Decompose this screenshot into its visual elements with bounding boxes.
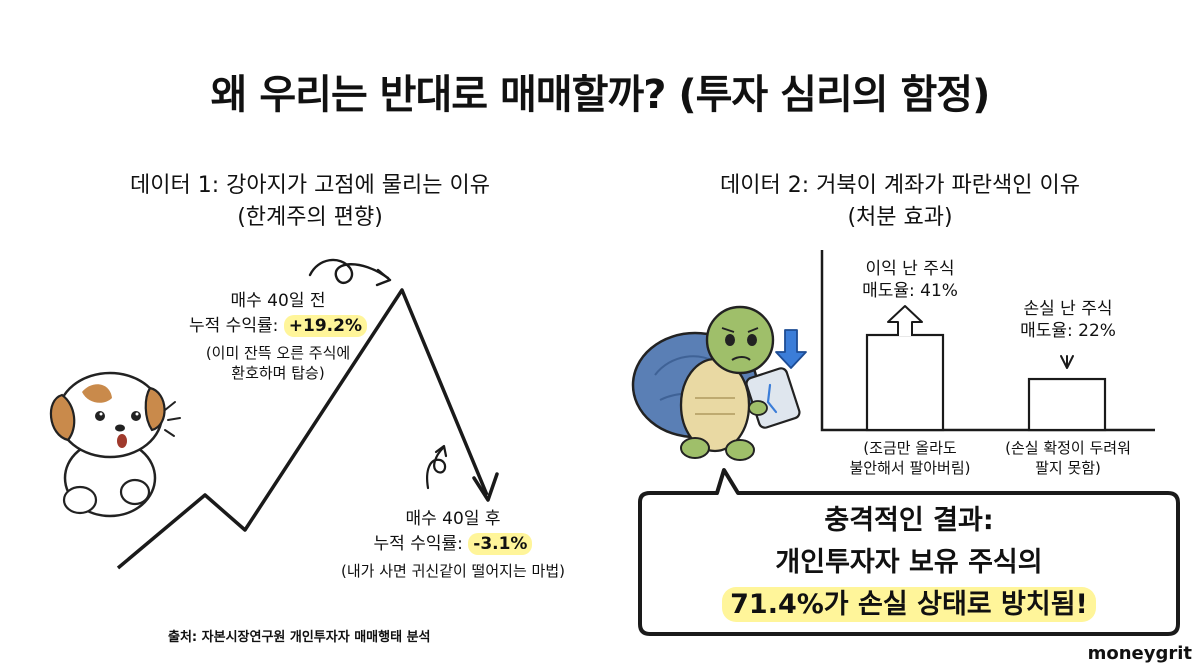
watermark: moneygrit xyxy=(1077,640,1200,669)
loss-label-line1: 손실 난 주식 xyxy=(1023,299,1113,319)
price-down-arrowhead xyxy=(472,472,499,502)
bubble-text-block: 충격적인 결과: 개인투자자 보유 주식의 71.4%가 손실 상태로 방치됨! xyxy=(640,500,1178,626)
page-title: 왜 우리는 반대로 매매할까? (투자 심리의 함정) xyxy=(210,72,991,118)
left-heading-line2: (한계주의 편향) xyxy=(237,205,383,230)
before-purchase-block: 매수 40일 전 누적 수익률: +19.2% (이미 잔뜩 오른 주식에 환호… xyxy=(148,290,408,383)
profit-note-line1: (조금만 올라도 xyxy=(863,439,957,457)
profit-note-block: (조금만 올라도 불안해서 팔아버림) xyxy=(810,438,1010,478)
left-heading-line1: 데이터 1: 강아지가 고점에 물리는 이유 xyxy=(130,173,490,198)
right-heading-line1: 데이터 2: 거북이 계좌가 파란색인 이유 xyxy=(720,173,1080,198)
after-return-value: -3.1% xyxy=(468,533,533,555)
up-arrow-icon xyxy=(887,305,923,336)
after-return-prefix: 누적 수익률: xyxy=(373,534,463,554)
small-down-arrow-icon xyxy=(1060,355,1074,369)
left-section-heading: 데이터 1: 강아지가 고점에 물리는 이유 (한계주의 편향) xyxy=(30,170,590,234)
curl-arrow-bottom-icon xyxy=(426,444,448,490)
bubble-line2: 개인투자자 보유 주식의 xyxy=(775,547,1043,578)
profit-note-line2: 불안해서 팔아버림) xyxy=(849,459,971,477)
price-path-illustration xyxy=(49,258,499,570)
before-return-line: 누적 수익률: +19.2% xyxy=(148,315,408,337)
loss-note-line1: (손실 확정이 두려워 xyxy=(1005,439,1131,457)
turtle-icon xyxy=(631,305,775,461)
profit-label-line1: 이익 난 주식 xyxy=(865,259,955,279)
after-purchase-block: 매수 40일 후 누적 수익률: -3.1% (내가 사면 귀신같이 떨어지는 … xyxy=(318,508,588,581)
right-section-heading: 데이터 2: 거북이 계좌가 파란색인 이유 (처분 효과) xyxy=(620,170,1180,234)
profit-label-block: 이익 난 주식 매도율: 41% xyxy=(810,258,1010,302)
after-label: 매수 40일 후 xyxy=(405,509,501,529)
after-note: (내가 사면 귀신같이 떨어지는 마법) xyxy=(341,562,565,580)
curl-arrow-top-icon xyxy=(308,258,392,287)
loss-label-line2: 매도율: 22% xyxy=(1020,321,1116,341)
puppy-icon xyxy=(49,371,181,518)
bubble-line1: 충격적인 결과: xyxy=(824,505,994,536)
loss-bar xyxy=(1027,377,1107,432)
before-return-value: +19.2% xyxy=(283,315,367,337)
before-note-line1: (이미 잔뜩 오른 주식에 xyxy=(205,344,351,362)
after-return-line: 누적 수익률: -3.1% xyxy=(318,533,588,555)
source-note: 출처: 자본시장연구원 개인투자자 매매행태 분석 xyxy=(168,630,431,645)
tablet-icon xyxy=(745,367,801,429)
profit-label-line2: 매도율: 41% xyxy=(862,281,958,301)
loss-label-block: 손실 난 주식 매도율: 22% xyxy=(968,298,1168,342)
blue-down-arrow-icon xyxy=(775,329,807,369)
bubble-line3-wrap: 71.4%가 손실 상태로 방치됨! xyxy=(640,584,1178,626)
price-line xyxy=(116,288,489,570)
loss-note-line2: 팔지 못함) xyxy=(1035,459,1101,477)
right-heading-line2: (처분 효과) xyxy=(847,205,953,230)
before-return-prefix: 누적 수익률: xyxy=(189,316,279,336)
bubble-line3: 71.4%가 손실 상태로 방치됨! xyxy=(722,587,1096,622)
loss-note-block: (손실 확정이 두려워 팔지 못함) xyxy=(968,438,1168,478)
before-note-line2: 환호하며 탑승) xyxy=(231,364,325,382)
profit-bar xyxy=(865,333,945,432)
before-label: 매수 40일 전 xyxy=(230,291,326,311)
